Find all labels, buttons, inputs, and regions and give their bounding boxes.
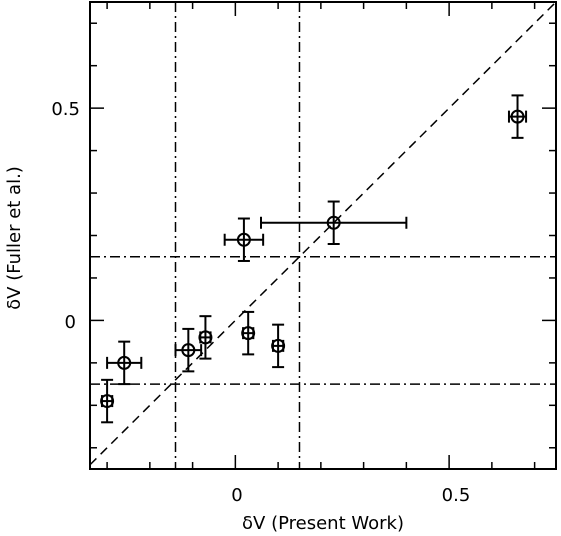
data-point — [174, 327, 203, 373]
y-tick-labels: 0 0.5 — [51, 99, 80, 333]
y-axis-label: δV (Fuller et al.) — [4, 166, 25, 310]
point-marker — [198, 330, 213, 345]
point-marker — [271, 338, 286, 353]
x-tick-label-1: 0.5 — [442, 485, 471, 506]
point-marker — [100, 394, 115, 409]
data-point — [100, 378, 115, 424]
x-axis-label: δV (Present Work) — [242, 513, 404, 534]
point-marker — [241, 326, 256, 341]
point-marker — [117, 355, 132, 370]
point-marker — [510, 109, 525, 124]
point-marker — [181, 343, 196, 358]
data-point — [260, 200, 408, 245]
y-tick-label-0: 0 — [65, 312, 76, 333]
data-points — [100, 94, 528, 424]
y-tick-label-1: 0.5 — [51, 99, 80, 120]
point-marker — [326, 215, 341, 230]
point-marker — [236, 232, 251, 247]
data-point — [223, 217, 265, 262]
diagonal-one-to-one-line — [90, 2, 556, 466]
reference-lines — [90, 2, 556, 469]
x-tick-label-0: 0 — [231, 485, 242, 506]
data-point — [271, 323, 286, 369]
data-point — [106, 340, 143, 386]
tick-marks — [90, 2, 556, 469]
data-point — [241, 310, 256, 356]
x-tick-labels: 0 0.5 — [231, 485, 470, 506]
data-point — [507, 94, 528, 139]
data-point — [198, 315, 213, 360]
